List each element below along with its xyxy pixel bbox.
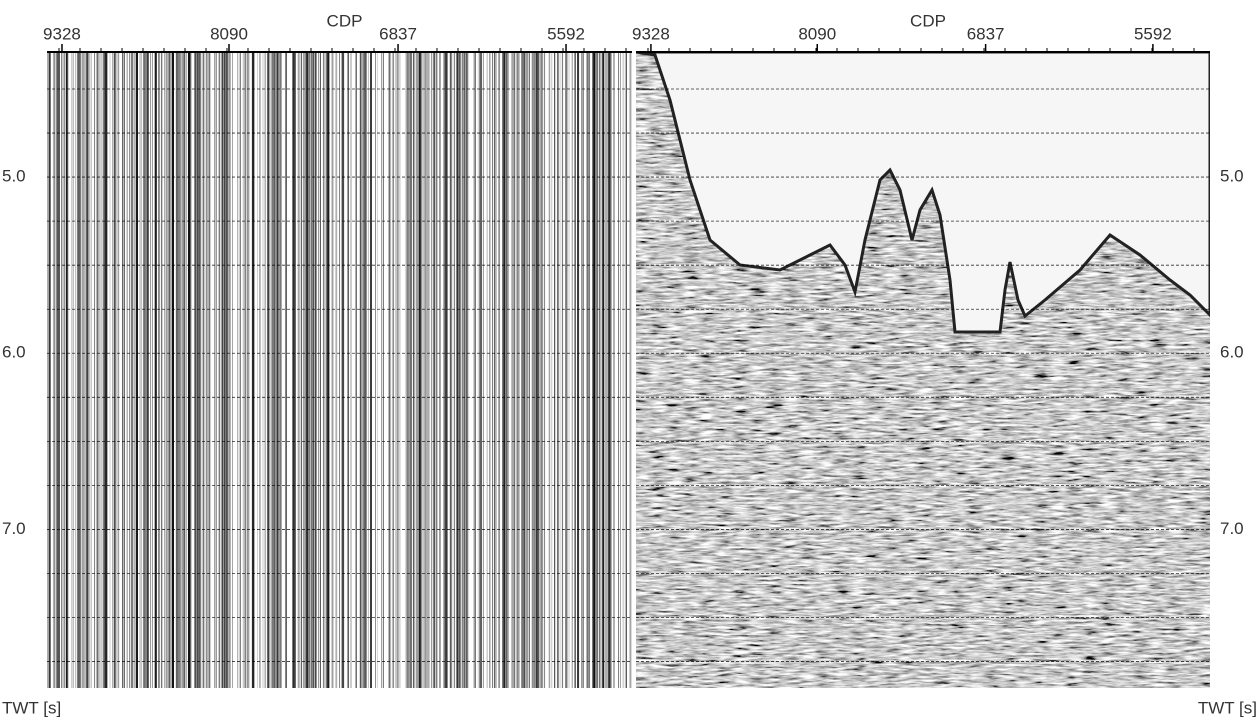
x-axis-title: CDP [910, 11, 946, 30]
y-tick-label: 5.0 [2, 167, 26, 186]
wiggle-section [47, 52, 632, 688]
x-tick-label: 8090 [798, 24, 836, 43]
x-tick-label: 8090 [210, 24, 248, 43]
seafloor [636, 52, 1210, 334]
x-tick-label: 9328 [632, 24, 670, 43]
x-tick-label: 5592 [547, 24, 585, 43]
y-tick-label: 7.0 [1220, 519, 1244, 538]
x-axis-title: CDP [327, 11, 363, 30]
y-axis-title: TWT [s] [1198, 698, 1257, 717]
density-section [636, 52, 1210, 688]
y-tick-label: 5.0 [1220, 167, 1244, 186]
y-tick-label: 6.0 [2, 343, 26, 362]
y-axis-title: TWT [s] [2, 698, 61, 717]
x-tick-label: 6837 [379, 24, 417, 43]
x-tick-label: 6837 [967, 24, 1005, 43]
y-tick-label: 6.0 [1220, 343, 1244, 362]
y-tick-label: 7.0 [2, 519, 26, 538]
x-tick-label: 5592 [1134, 24, 1172, 43]
x-tick-label: 9328 [43, 24, 81, 43]
